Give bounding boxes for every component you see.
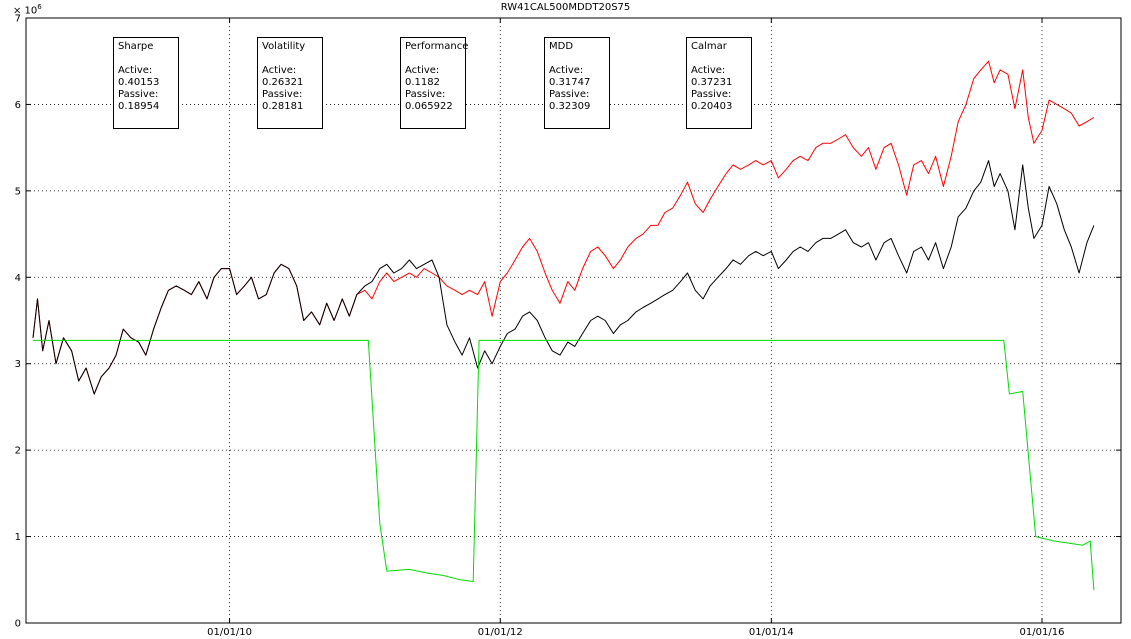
active-value: 0.1182 [405, 77, 440, 88]
stat-heading: Performance [405, 41, 469, 52]
series-layer [32, 60, 1095, 591]
passive-value: 0.18954 [118, 101, 160, 112]
y-tick-label: 6 [15, 100, 21, 111]
stat-box-sharpe: Sharpe Active: 0.40153 Passive: 0.18954 [113, 37, 179, 129]
passive-label: Passive: [262, 89, 303, 100]
active-value: 0.37231 [691, 77, 733, 88]
spacer [691, 53, 747, 65]
passive-label: Passive: [691, 89, 732, 100]
active-label: Active: [405, 65, 440, 76]
x-tick-label: 01/01/14 [749, 627, 794, 638]
spacer [118, 53, 174, 65]
passive-label: Passive: [549, 89, 590, 100]
x-tick-label: 01/01/16 [1020, 627, 1065, 638]
series-line-black [32, 160, 1095, 395]
y-tick-label: 0 [15, 619, 21, 630]
stat-box-calmar: Calmar Active: 0.37231 Passive: 0.20403 [686, 37, 752, 129]
y-multiplier-exponent: 6 [37, 3, 42, 11]
stat-heading: MDD [549, 41, 574, 52]
stat-heading: Volatility [262, 41, 306, 52]
spacer [262, 53, 318, 65]
plot-frame [25, 17, 1122, 624]
chart-title: RW41CAL500MDDT20S75 [500, 2, 631, 13]
y-tick-label: 1 [15, 532, 21, 543]
spacer [549, 53, 605, 65]
y-axis-multiplier: × 106 [13, 3, 42, 16]
stat-box-volatility: Volatility Active: 0.26321 Passive: 0.28181 [257, 37, 323, 129]
active-label: Active: [691, 65, 726, 76]
stat-heading: Calmar [691, 41, 727, 52]
passive-value: 0.32309 [549, 101, 591, 112]
passive-value: 0.20403 [691, 101, 733, 112]
passive-label: Passive: [405, 89, 446, 100]
y-multiplier-base: × 10 [13, 5, 38, 17]
passive-label: Passive: [118, 89, 159, 100]
stat-heading: Sharpe [118, 41, 154, 52]
active-value: 0.26321 [262, 77, 304, 88]
active-value: 0.31747 [549, 77, 591, 88]
x-tick-label: 01/01/10 [207, 627, 252, 638]
y-tick-label: 5 [15, 186, 21, 197]
active-label: Active: [262, 65, 297, 76]
y-tick-label: 2 [15, 446, 21, 457]
stat-box-mdd: MDD Active: 0.31747 Passive: 0.32309 [544, 37, 610, 129]
passive-value: 0.28181 [262, 101, 304, 112]
y-tick-label: 3 [15, 359, 21, 370]
spacer [405, 53, 461, 65]
series-line-green [33, 339, 1095, 591]
y-tick-label: 4 [15, 273, 21, 284]
x-tick-label: 01/01/12 [478, 627, 523, 638]
grid-lines [26, 18, 1121, 623]
passive-value: 0.065922 [405, 101, 453, 112]
active-label: Active: [549, 65, 584, 76]
active-value: 0.40153 [118, 77, 160, 88]
y-tick-label: 7 [15, 14, 21, 25]
stat-box-performance: Performance Active: 0.1182 Passive: 0.065922 [400, 37, 469, 129]
axis-ticks: 0 1 2 3 4 5 6 7 01/01/10 01/01/12 01/01/14 01/01/16 [15, 14, 1121, 638]
active-label: Active: [118, 65, 153, 76]
